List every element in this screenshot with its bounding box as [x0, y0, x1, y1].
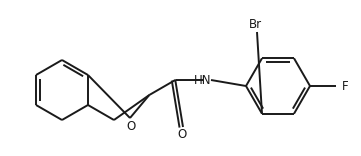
Text: O: O — [177, 127, 187, 141]
Text: Br: Br — [249, 17, 262, 31]
Text: F: F — [342, 80, 349, 93]
Text: HN: HN — [194, 73, 212, 86]
Text: O: O — [126, 119, 136, 132]
